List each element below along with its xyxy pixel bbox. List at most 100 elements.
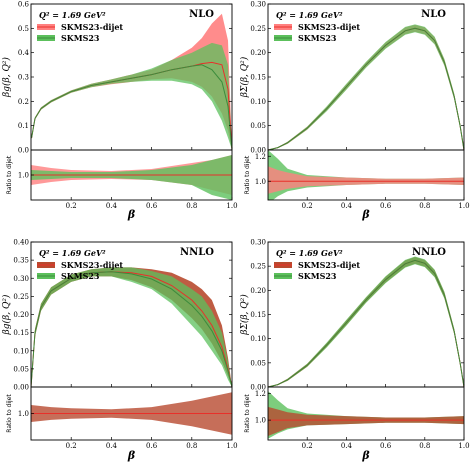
ratio-frame	[267, 149, 465, 201]
band-skms23	[268, 24, 464, 150]
x-axis-label: β	[127, 449, 136, 462]
legend-label-skms23-dijet: SKMS23-dijet	[298, 22, 360, 32]
ratio-y-tick-label: 1.0	[255, 417, 266, 425]
y-axis-label: βg(β, Q²)	[1, 57, 12, 98]
ratio-y-tick-label: 1.2	[255, 390, 266, 398]
y-axis-label: βg(β, Q²)	[1, 294, 12, 335]
x-tick-label: 1.0	[226, 202, 237, 210]
main-plot-area	[31, 267, 232, 387]
ratio-y-axis-label: Ratio to dijet	[6, 394, 13, 433]
y-tick-label: 0.25	[250, 263, 266, 271]
x-tick-label: 0.4	[341, 202, 353, 210]
panel-singlet-nnlo: 0.00 0.05 0.10 0.15 0.20 0.25 0.30 1.0 1.2 0.2 0.4…	[239, 239, 470, 463]
y-tick-label: 0.05	[250, 359, 266, 367]
x-tick-label: 0.8	[419, 442, 430, 450]
ratio-y-axis-label: Ratio to dijet	[244, 394, 251, 433]
ratio-band-skms23	[31, 155, 232, 200]
y-tick-label: 0.10	[13, 347, 29, 355]
y-tick-label: 0.15	[250, 74, 266, 82]
line-skms23	[31, 271, 232, 387]
q2-label: Q² = 1.69 GeV²	[39, 248, 106, 258]
order-label: NLO	[421, 9, 446, 20]
legend-label-skms23: SKMS23	[298, 33, 337, 43]
ratio-y-axis-label: Ratio to dijet	[244, 155, 251, 194]
y-tick-label: 0.20	[250, 287, 266, 295]
legend-label-skms23: SKMS23	[61, 33, 100, 43]
ratio-plot-area	[268, 391, 464, 439]
y-tick-label: 0.20	[250, 49, 266, 57]
line-skms23-dijet	[268, 27, 464, 150]
y-tick-label: 0.00	[250, 147, 266, 155]
band-skms23	[31, 267, 232, 387]
y-tick-label: 0.10	[250, 335, 266, 343]
q2-label: Q² = 1.69 GeV²	[276, 248, 343, 258]
order-label: NNLO	[412, 247, 446, 258]
x-tick-label: 0.8	[186, 442, 197, 450]
ratio-band-skms23	[268, 150, 464, 200]
order-label: NLO	[189, 9, 214, 20]
y-tick-label: 0.25	[250, 25, 266, 33]
y-tick-label: 0.2	[18, 98, 29, 106]
main-plot-area	[268, 256, 464, 387]
ratio-frame	[267, 386, 465, 441]
x-tick-label: 0.4	[106, 442, 118, 450]
y-tick-label: 0.15	[250, 311, 266, 319]
legend-label-skms23-dijet: SKMS23-dijet	[298, 260, 360, 270]
x-tick-label: 0.6	[380, 202, 392, 210]
ratio-y-tick-label: 1.0	[18, 410, 29, 418]
ratio-plot-area	[268, 150, 464, 200]
x-tick-label: 1.0	[226, 442, 237, 450]
x-tick-label: 0.2	[66, 202, 77, 210]
ratio-y-tick-label: 1.2	[255, 153, 266, 161]
ratio-y-tick-label: 1.0	[255, 178, 266, 186]
x-tick-label: 0.8	[186, 202, 197, 210]
y-tick-label: 0.5	[18, 25, 29, 33]
x-tick-label: 0.8	[419, 202, 430, 210]
legend-label-skms23: SKMS23	[61, 271, 100, 281]
x-axis-label: β	[361, 208, 370, 221]
y-tick-label: 0.40	[13, 239, 29, 247]
x-tick-label: 1.0	[458, 442, 469, 450]
panel-singlet-nlo: 0.00 0.05 0.10 0.15 0.20 0.25 0.30 1.0 1.2 0.2 0.4…	[239, 1, 470, 222]
band-skms23	[268, 256, 464, 387]
y-tick-label: 0.15	[13, 329, 29, 337]
y-tick-label: 0.10	[250, 98, 266, 106]
y-tick-label: 0.00	[13, 384, 29, 392]
legend-label-skms23-dijet: SKMS23-dijet	[61, 22, 123, 32]
y-tick-label: 0.35	[13, 257, 29, 265]
main-plot-area	[31, 13, 232, 150]
x-tick-label: 0.6	[146, 442, 158, 450]
ratio-y-tick-label: 1.0	[18, 172, 29, 180]
x-tick-label: 0.6	[146, 202, 158, 210]
ratio-y-axis-label: Ratio to dijet	[6, 155, 13, 194]
ratio-plot-area	[31, 392, 232, 435]
line-skms23	[268, 259, 464, 387]
y-tick-label: 0.1	[18, 122, 29, 130]
x-axis-label: β	[127, 208, 136, 221]
y-tick-label: 0.6	[18, 1, 30, 9]
y-tick-label: 0.25	[13, 293, 29, 301]
y-tick-label: 0.30	[250, 239, 266, 247]
legend-label-skms23-dijet: SKMS23-dijet	[61, 260, 123, 270]
x-tick-label: 0.4	[341, 442, 353, 450]
panel-gluon-nlo: 0.0 0.1 0.2 0.3 0.4 0.5 0.6 1.0 0.2 0.4 0.6 0.8 1.0 β…	[1, 1, 238, 222]
order-label: NNLO	[180, 247, 214, 258]
legend-label-skms23: SKMS23	[298, 271, 337, 281]
y-tick-label: 0.20	[13, 311, 29, 319]
x-tick-label: 0.2	[302, 202, 313, 210]
x-axis-label: β	[361, 449, 370, 462]
y-tick-label: 0.00	[250, 384, 266, 392]
x-tick-label: 0.2	[302, 442, 313, 450]
x-tick-label: 0.4	[106, 202, 118, 210]
ratio-band-skms23-dijet	[268, 406, 464, 436]
x-tick-label: 1.0	[458, 202, 469, 210]
x-tick-label: 0.2	[66, 442, 77, 450]
line-skms23	[31, 64, 232, 150]
y-tick-label: 0.3	[18, 74, 29, 82]
q2-label: Q² = 1.69 GeV²	[39, 10, 106, 20]
y-tick-label: 0.4	[18, 49, 30, 57]
x-tick-label: 0.6	[380, 442, 392, 450]
y-tick-label: 0.05	[13, 365, 29, 373]
y-tick-label: 0.30	[13, 275, 29, 283]
